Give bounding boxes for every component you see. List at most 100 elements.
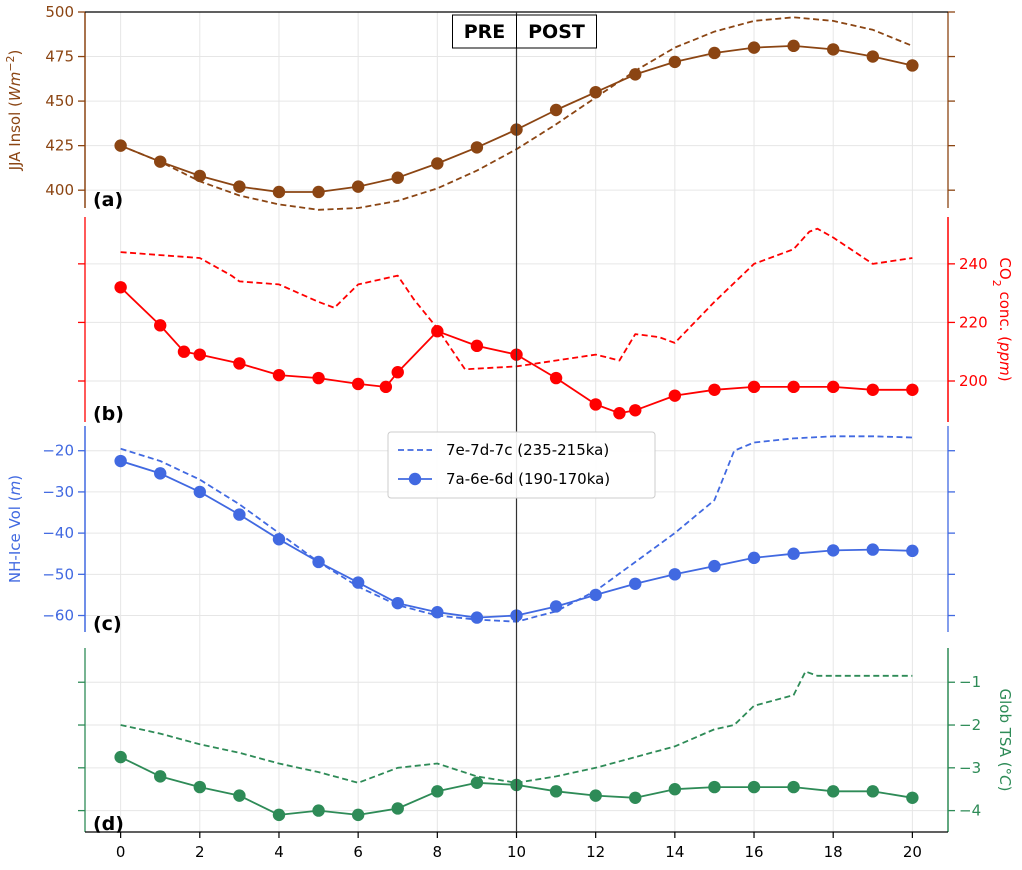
y-tick-label-b: 240 <box>959 255 988 273</box>
data-point-b <box>708 383 721 396</box>
y-tick-label-c: −50 <box>42 565 74 583</box>
data-point-d <box>629 791 642 804</box>
data-point-c <box>233 508 246 521</box>
y-tick-label-b: 200 <box>959 372 988 390</box>
y-tick-label-a: 475 <box>45 48 74 66</box>
data-point-a <box>351 180 365 193</box>
y-tick-label-d: −2 <box>959 716 981 734</box>
y-axis-label-part: JJA Insol ( <box>6 101 24 171</box>
data-point-b <box>272 368 286 382</box>
data-point-d <box>906 791 919 804</box>
post-label: POST <box>528 21 585 43</box>
legend-box <box>387 431 656 499</box>
series-layer <box>114 16 919 822</box>
data-point-d <box>154 770 167 783</box>
y-tick-label-c: −30 <box>42 483 74 501</box>
y-axis-label-part: ppm <box>996 341 1014 376</box>
data-point-a <box>233 180 246 193</box>
x-tick-label: 10 <box>507 843 526 861</box>
data-point-c <box>787 547 800 560</box>
legend-label-solid: 7a-6e-6d (190-170ka) <box>446 470 610 488</box>
x-tick-label: 20 <box>903 843 922 861</box>
y-tick-label-a: 500 <box>45 3 74 21</box>
data-point-b <box>668 389 682 402</box>
y-axis-label-part: Glob TSA ( <box>996 689 1014 768</box>
data-point-a <box>470 141 484 154</box>
y-tick-label-d: −1 <box>959 673 981 691</box>
panel-label-a: (a) <box>93 189 123 211</box>
data-point-d <box>312 804 325 817</box>
data-point-a <box>826 43 840 56</box>
y-axis-label-part: 2 <box>991 280 1004 287</box>
y-axis-label-part: CO <box>996 257 1014 279</box>
data-point-a <box>866 50 879 63</box>
panel-label-b: (b) <box>93 403 124 425</box>
data-point-c <box>272 533 286 546</box>
data-point-b <box>866 383 879 396</box>
data-point-c <box>114 454 127 468</box>
x-tick-label: 0 <box>116 843 126 861</box>
y-tick-label-c: −40 <box>42 524 74 542</box>
y-tick-label-c: −60 <box>42 607 74 625</box>
marker-layer: PRE POST <box>452 12 597 832</box>
data-point-c <box>470 611 484 624</box>
y-axis-label-part: ) <box>6 50 24 56</box>
x-tick-label: 2 <box>195 843 205 861</box>
data-point-c <box>193 485 207 499</box>
series-line-b-solid <box>119 286 913 415</box>
post-box <box>516 14 597 49</box>
y-axis-label-part: °C <box>996 768 1014 787</box>
data-point-c <box>826 544 840 557</box>
series-line-b-dashed <box>120 227 913 371</box>
data-point-d <box>826 785 840 798</box>
data-point-d <box>589 789 602 802</box>
data-point-a <box>312 185 325 199</box>
x-tick-label: 6 <box>353 843 363 861</box>
data-point-c <box>747 551 761 565</box>
x-tick-label: 14 <box>665 843 684 861</box>
data-point-c <box>549 600 563 613</box>
data-point-d <box>114 750 127 764</box>
data-point-c <box>351 576 365 589</box>
data-point-d <box>549 785 563 798</box>
y-tick-label-a: 425 <box>45 137 74 155</box>
y-tick-label-d: −3 <box>959 759 981 777</box>
y-tick-label-b: 220 <box>959 313 988 331</box>
data-point-b <box>613 407 626 420</box>
data-point-a <box>708 46 721 60</box>
data-point-b <box>233 357 246 370</box>
data-point-b <box>193 348 207 361</box>
y-axis-label-part: NH-Ice Vol ( <box>6 495 24 583</box>
data-point-b <box>351 377 365 391</box>
data-point-a <box>906 59 919 72</box>
y-axis-label-part: conc. ( <box>996 287 1014 342</box>
data-point-c <box>629 577 642 590</box>
data-point-a <box>391 171 404 184</box>
y-axis-label-a: JJA Insol (Wm−2) <box>4 50 25 172</box>
y-axis-label-part: Wm <box>6 72 24 101</box>
data-point-b <box>629 404 642 417</box>
data-point-d <box>272 808 286 822</box>
y-axis-label-b: CO2 conc. (ppm) <box>991 257 1015 381</box>
data-point-d <box>787 780 800 794</box>
series-line-d-dashed <box>120 670 913 784</box>
data-point-d <box>866 785 879 798</box>
data-point-d <box>431 785 444 798</box>
data-point-a <box>272 185 286 199</box>
x-tick-label: 18 <box>824 843 843 861</box>
data-point-b <box>470 339 484 353</box>
data-point-a <box>629 68 642 81</box>
data-point-c <box>708 559 721 573</box>
data-point-a <box>668 55 682 69</box>
data-point-d <box>193 780 207 794</box>
data-point-a <box>431 157 444 170</box>
y-tick-label-d: −4 <box>959 802 981 820</box>
legend: 7e-7d-7c (235-215ka) 7a-6e-6d (190-170ka… <box>387 431 656 499</box>
x-tick-label: 16 <box>744 843 763 861</box>
y-axis-label-part: ) <box>996 376 1014 382</box>
data-point-a <box>193 169 207 183</box>
panel-label-c: (c) <box>93 613 122 635</box>
data-point-d <box>233 789 246 802</box>
